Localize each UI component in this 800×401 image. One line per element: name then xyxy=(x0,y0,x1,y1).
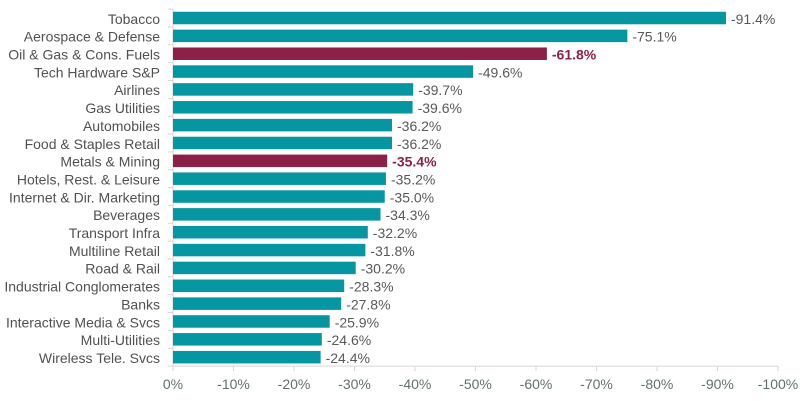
svg-text:-35.2%: -35.2% xyxy=(391,171,435,187)
svg-text:Airlines: Airlines xyxy=(114,82,160,98)
svg-text:0%: 0% xyxy=(163,376,183,392)
svg-text:Road & Rail: Road & Rail xyxy=(85,261,160,277)
svg-text:Metals & Mining: Metals & Mining xyxy=(60,154,160,170)
svg-text:-50%: -50% xyxy=(459,376,492,392)
svg-text:-75.1%: -75.1% xyxy=(632,29,676,45)
svg-text:-39.6%: -39.6% xyxy=(418,100,462,116)
svg-text:Gas Utilities: Gas Utilities xyxy=(85,100,160,116)
svg-text:Multiline Retail: Multiline Retail xyxy=(69,243,160,259)
svg-text:-24.4%: -24.4% xyxy=(326,350,370,366)
svg-text:-40%: -40% xyxy=(399,376,432,392)
svg-text:Automobiles: Automobiles xyxy=(83,118,160,134)
svg-text:-25.9%: -25.9% xyxy=(335,314,379,330)
svg-text:Tobacco: Tobacco xyxy=(108,11,160,27)
svg-text:Transport Infra: Transport Infra xyxy=(69,225,161,241)
svg-text:Banks: Banks xyxy=(121,296,160,312)
svg-text:Oil & Gas & Cons. Fuels: Oil & Gas & Cons. Fuels xyxy=(8,47,160,63)
svg-text:-30.2%: -30.2% xyxy=(361,261,405,277)
svg-text:Beverages: Beverages xyxy=(93,207,160,223)
svg-text:-90%: -90% xyxy=(701,376,734,392)
svg-text:-39.7%: -39.7% xyxy=(418,82,462,98)
svg-text:-35.0%: -35.0% xyxy=(390,189,434,205)
svg-text:-91.4%: -91.4% xyxy=(731,11,775,27)
svg-text:-60%: -60% xyxy=(520,376,553,392)
svg-text:-30%: -30% xyxy=(338,376,371,392)
svg-text:Aerospace & Defense: Aerospace & Defense xyxy=(24,29,160,45)
svg-text:-49.6%: -49.6% xyxy=(478,64,522,80)
svg-text:Internet & Dir. Marketing: Internet & Dir. Marketing xyxy=(9,189,160,205)
svg-text:Multi-Utilities: Multi-Utilities xyxy=(81,332,160,348)
svg-text:-70%: -70% xyxy=(580,376,613,392)
svg-text:-10%: -10% xyxy=(217,376,250,392)
svg-text:-20%: -20% xyxy=(278,376,311,392)
svg-text:-100%: -100% xyxy=(758,376,798,392)
svg-text:-24.6%: -24.6% xyxy=(327,332,371,348)
svg-text:-32.2%: -32.2% xyxy=(373,225,417,241)
svg-text:Hotels, Rest. & Leisure: Hotels, Rest. & Leisure xyxy=(17,171,160,187)
svg-text:-36.2%: -36.2% xyxy=(397,136,441,152)
svg-text:-80%: -80% xyxy=(641,376,674,392)
svg-text:Interactive Media & Svcs: Interactive Media & Svcs xyxy=(6,314,160,330)
svg-text:-61.8%: -61.8% xyxy=(552,47,597,63)
svg-text:-36.2%: -36.2% xyxy=(397,118,441,134)
svg-text:Wireless Tele. Svcs: Wireless Tele. Svcs xyxy=(39,350,160,366)
svg-text:Industrial Conglomerates: Industrial Conglomerates xyxy=(4,279,160,295)
svg-text:-27.8%: -27.8% xyxy=(346,296,390,312)
svg-text:-35.4%: -35.4% xyxy=(392,154,437,170)
svg-text:-34.3%: -34.3% xyxy=(386,207,430,223)
svg-text:Food & Staples Retail: Food & Staples Retail xyxy=(25,136,160,152)
svg-text:Tech Hardware S&P: Tech Hardware S&P xyxy=(34,64,160,80)
svg-text:-31.8%: -31.8% xyxy=(370,243,414,259)
svg-text:-28.3%: -28.3% xyxy=(349,279,393,295)
